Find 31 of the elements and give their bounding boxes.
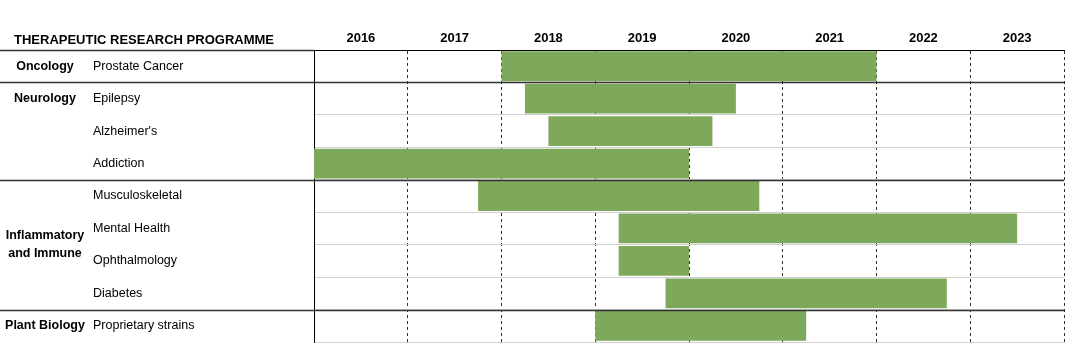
bar: [595, 310, 807, 341]
y-tick-label: Diabetes: [93, 285, 143, 300]
text: Inflammatory and Immune: [5, 228, 85, 261]
x-tick-label: 2020: [721, 29, 751, 45]
y-tick-label: Alzheimer's: [93, 123, 158, 138]
x-tick-label: 2017: [440, 29, 470, 45]
text: Oncology: [16, 58, 74, 73]
y-axis-title: THERAPEUTIC RESEARCH PROGRAMME: [14, 31, 275, 47]
bar: [618, 245, 689, 276]
x-tick-label: 2019: [627, 29, 657, 45]
bar: [501, 51, 877, 82]
x-tick-label: 2021: [815, 29, 845, 45]
bar: [314, 148, 689, 179]
y-tick-label: Mental Health: [93, 220, 171, 235]
y-tick-label: Ophthalmology: [93, 253, 178, 268]
y-tick-label: Prostate Cancer: [93, 58, 184, 73]
y-tick-label: Addiction: [93, 156, 145, 171]
x-tick-label: 2016: [346, 29, 376, 45]
y-tick-label: Musculoskeletal: [93, 188, 182, 203]
x-tick-label: 2022: [908, 29, 938, 45]
bar: [524, 83, 736, 114]
y-tick-label: Proprietary strains: [93, 318, 195, 333]
bar: [548, 116, 713, 147]
x-tick-label: 2023: [1002, 29, 1032, 45]
y-tick-label: Epilepsy: [93, 91, 141, 106]
bar: [618, 213, 1018, 244]
text: Plant Biology: [5, 318, 85, 333]
x-tick-label: 2018: [533, 29, 563, 45]
bar: [665, 278, 947, 309]
bar: [478, 181, 760, 211]
text: Neurology: [14, 91, 76, 106]
